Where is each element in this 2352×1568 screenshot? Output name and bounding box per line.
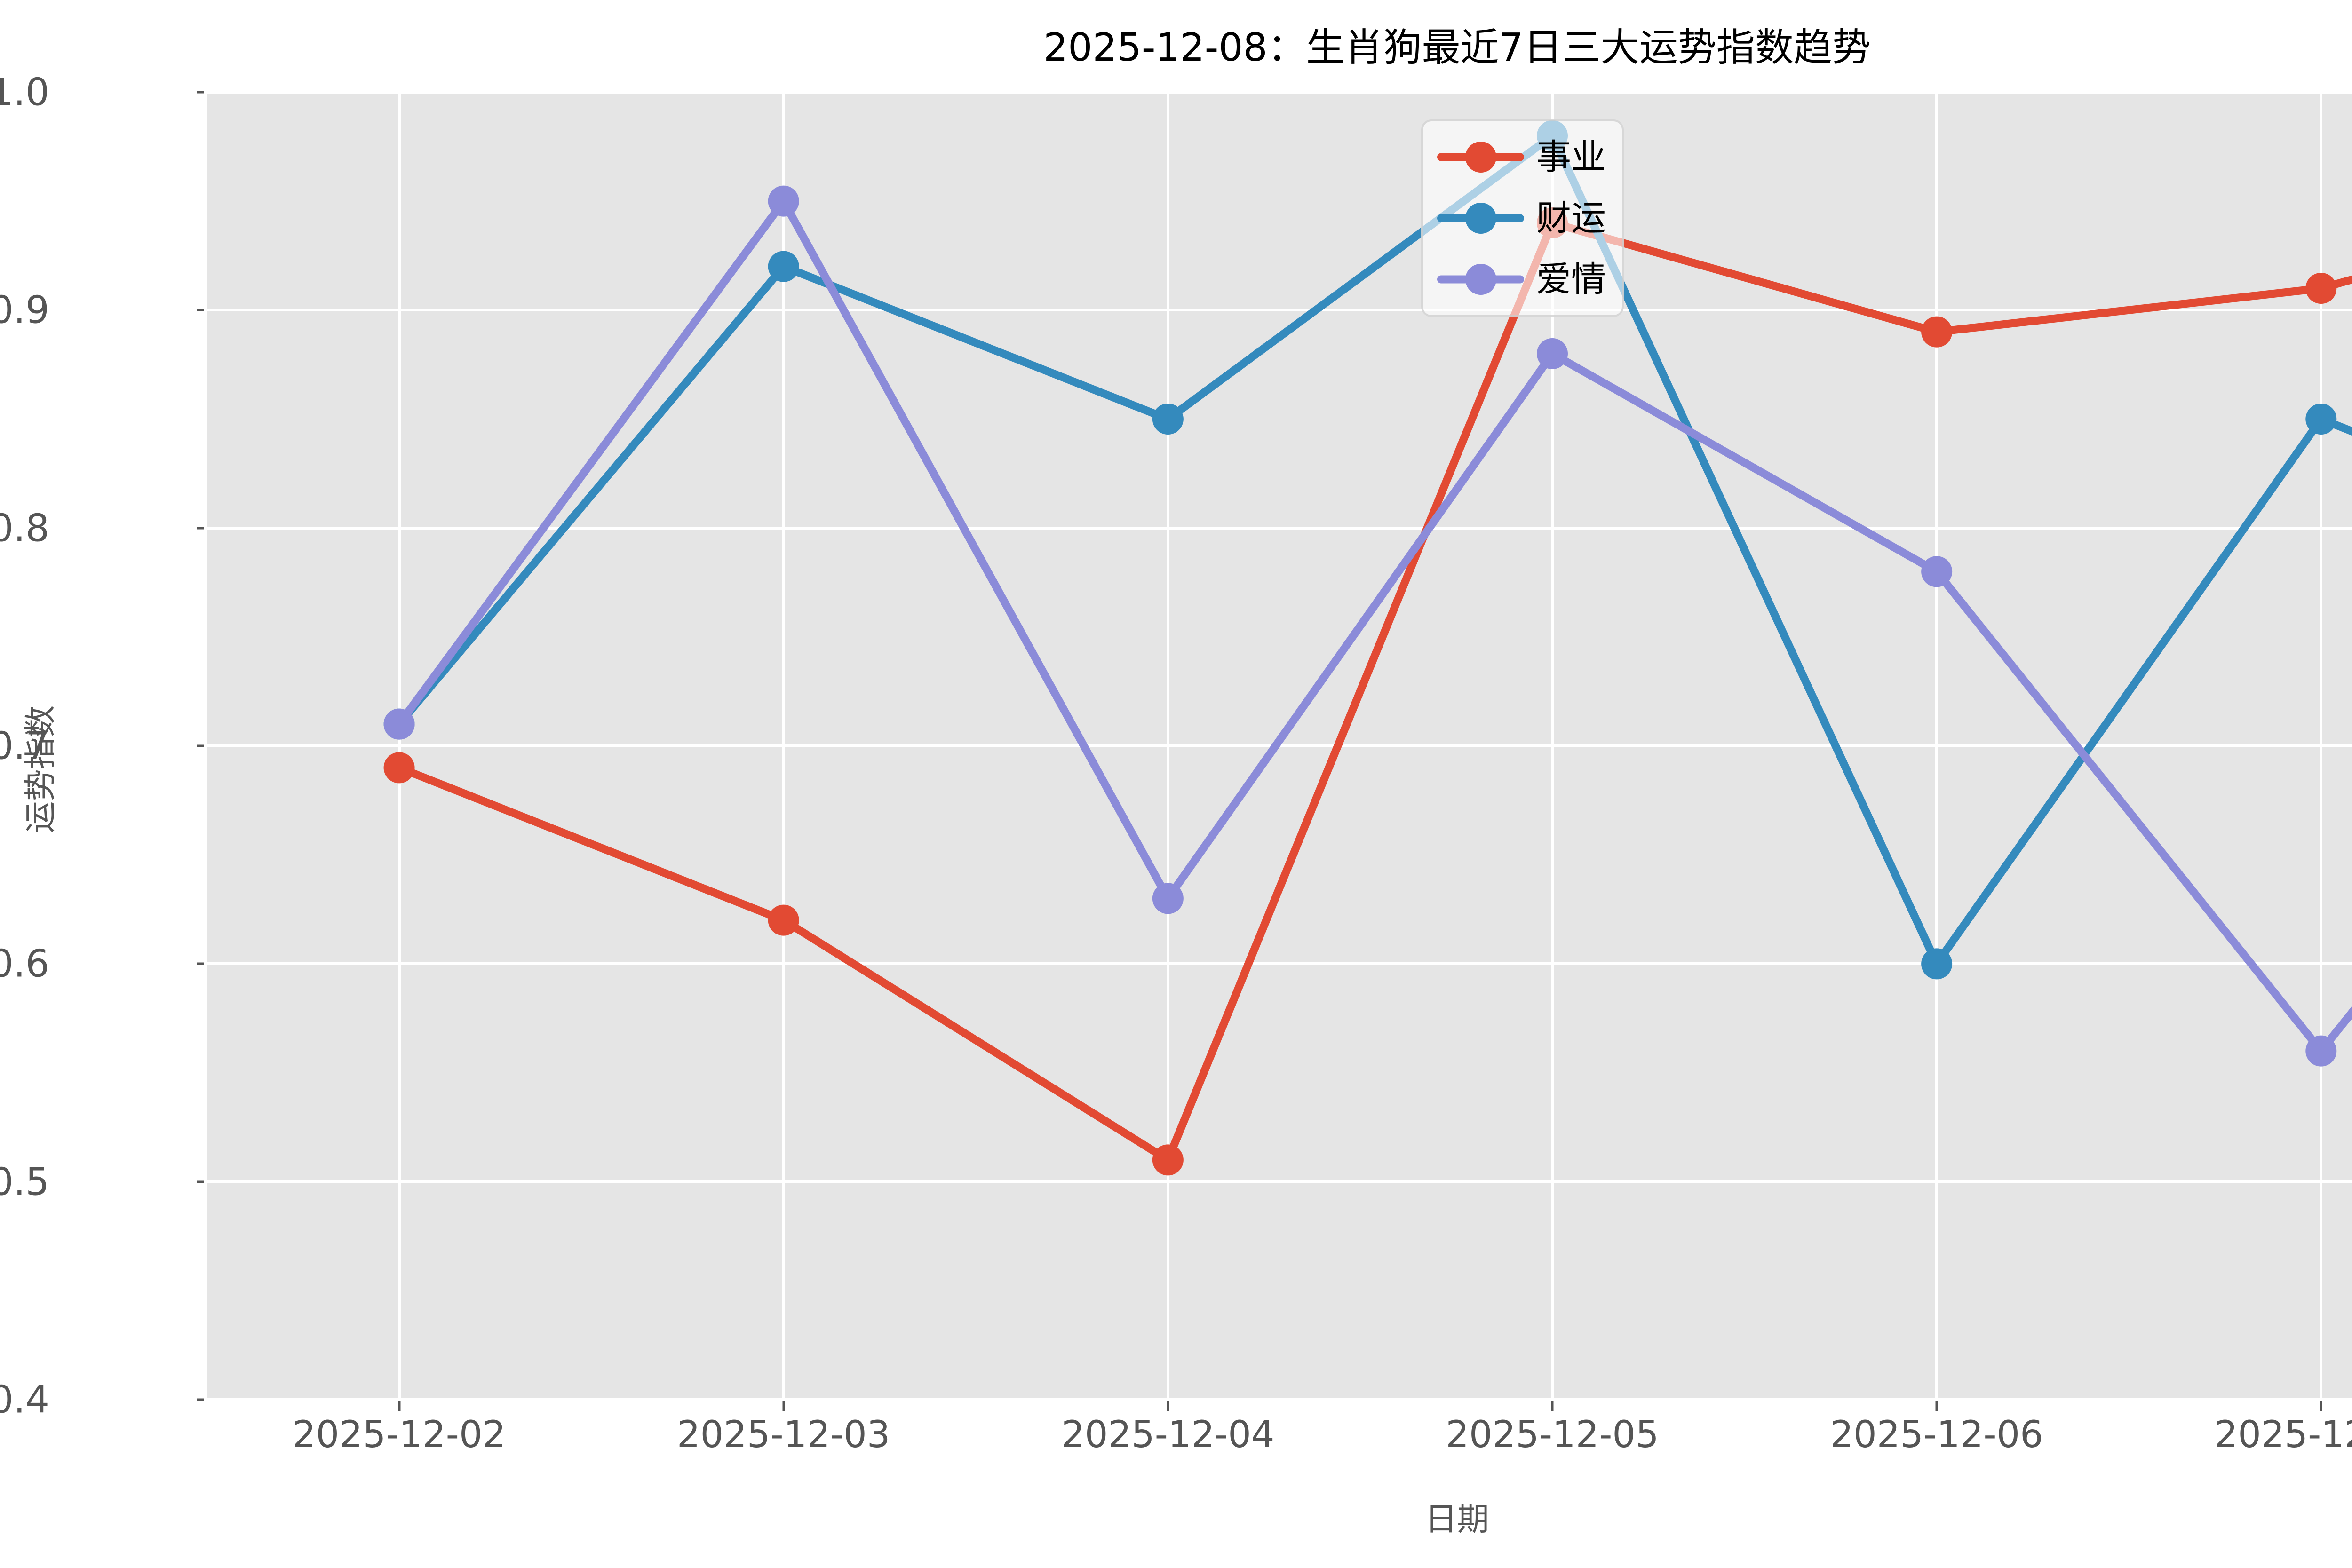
y-axis-tick-mark [197, 962, 204, 965]
y-axis-tick-mark [197, 1398, 204, 1401]
legend[interactable]: 事业 财运 爱情 [1421, 119, 1624, 317]
data-point-marker [383, 708, 415, 740]
legend-label: 财运 [1536, 198, 1606, 238]
legend-label: 事业 [1536, 137, 1606, 177]
x-axis-title: 日期 [1425, 1501, 1489, 1538]
y-axis-tick-mark [197, 1180, 204, 1183]
gridline-horizontal [207, 526, 2352, 530]
data-point-marker [2305, 1035, 2337, 1067]
y-axis-tick-label: 0.7 [0, 724, 49, 768]
gridline-horizontal [207, 309, 2352, 312]
y-axis-title: 运势指数 [22, 705, 60, 833]
data-point-marker [768, 904, 799, 936]
series-line [395, 132, 2352, 968]
data-point-marker [1921, 948, 1953, 980]
legend-swatch-icon [1437, 258, 1524, 301]
gridline-horizontal [207, 91, 2352, 94]
gridline-horizontal [207, 1398, 2352, 1401]
y-axis-tick-mark [197, 91, 204, 94]
x-axis-tick-mark [1167, 1401, 1169, 1411]
series-layer [383, 120, 2352, 1176]
data-point-marker [1537, 338, 1568, 369]
data-point-marker [2305, 404, 2337, 435]
legend-swatch-icon [1437, 135, 1524, 179]
y-axis-tick-label: 1.0 [0, 70, 49, 114]
x-axis-tick-label: 2025-12-06 [1830, 1414, 2043, 1456]
y-axis-tick-mark [197, 744, 204, 747]
series-line [395, 197, 2352, 1055]
data-point-marker [1152, 1144, 1184, 1176]
data-point-marker [1921, 316, 1953, 348]
x-axis-tick-label: 2025-12-02 [292, 1414, 506, 1456]
legend-item-3[interactable]: 爱情 [1437, 258, 1606, 301]
x-axis-tick-mark [782, 1401, 785, 1411]
x-axis-tick-label: 2025-12-05 [1446, 1414, 1659, 1456]
data-point-marker [1152, 883, 1184, 914]
y-axis-tick-mark [197, 309, 204, 311]
y-axis-tick-mark [197, 527, 204, 530]
data-point-marker [383, 752, 415, 784]
data-point-marker [768, 251, 799, 282]
y-axis-tick-label: 0.4 [0, 1378, 49, 1422]
chart-title: 2025-12-08：生肖狗最近7日三大运势指数趋势 [1043, 25, 1871, 70]
y-axis-tick-label: 0.5 [0, 1160, 49, 1204]
x-axis-tick-mark [2320, 1401, 2322, 1411]
x-axis-tick-label: 2025-12-04 [1061, 1414, 1275, 1456]
legend-label: 爱情 [1536, 259, 1606, 300]
x-axis-tick-mark [398, 1401, 401, 1411]
gridline-horizontal [207, 1180, 2352, 1183]
data-point-marker [1152, 404, 1184, 435]
legend-dot-icon [1465, 264, 1496, 295]
legend-item-1[interactable]: 事业 [1437, 135, 1606, 179]
x-axis-tick-mark [1935, 1401, 1938, 1411]
data-point-marker [2305, 273, 2337, 304]
y-axis-tick-label: 0.6 [0, 942, 49, 986]
legend-dot-icon [1465, 203, 1496, 234]
data-point-marker [768, 185, 799, 217]
data-point-marker [1921, 556, 1953, 587]
legend-swatch-icon [1437, 197, 1524, 240]
series-3 [383, 185, 2352, 1067]
gridline-horizontal [207, 962, 2352, 966]
legend-dot-icon [1465, 142, 1496, 173]
y-axis-tick-label: 0.8 [0, 506, 49, 550]
x-axis-tick-label: 2025-12-07 [2214, 1414, 2352, 1456]
series-2 [383, 120, 2352, 980]
legend-item-2[interactable]: 财运 [1437, 197, 1606, 240]
series-1 [383, 207, 2352, 1176]
x-axis-tick-label: 2025-12-03 [677, 1414, 890, 1456]
x-axis-tick-mark [1551, 1401, 1554, 1411]
y-axis-tick-label: 0.9 [0, 288, 49, 332]
plot-area [207, 91, 2352, 1401]
